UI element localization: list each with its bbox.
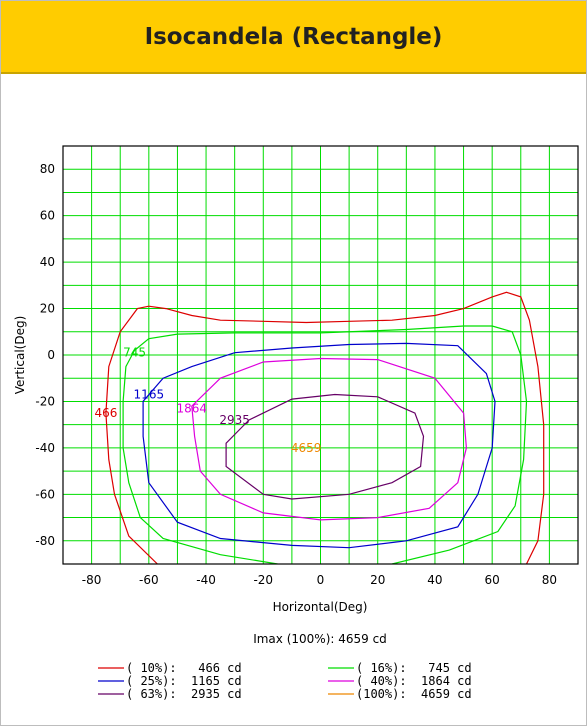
contour-label-466: 466 xyxy=(94,406,117,420)
y-tick-label: -40 xyxy=(35,441,55,455)
y-tick-label: 0 xyxy=(47,348,55,362)
contour-label-1165: 1165 xyxy=(134,387,165,401)
y-tick-label: 20 xyxy=(40,302,55,316)
grid xyxy=(63,146,578,564)
x-axis-label: Horizontal(Deg) xyxy=(273,600,368,614)
contour-line-466 xyxy=(105,291,545,564)
legend-entry: ( 10%): 466 cd xyxy=(126,661,242,675)
y-tick-label: 80 xyxy=(40,162,55,176)
x-tick-label: -20 xyxy=(253,573,273,587)
y-axis-label: Vertical(Deg) xyxy=(13,316,27,395)
legend-entry: (100%): 4659 cd xyxy=(356,687,472,701)
contour-curves xyxy=(105,291,545,564)
y-tick-label: -80 xyxy=(35,534,55,548)
contour-label-4659: 4659 xyxy=(291,441,322,455)
x-tick-label: 0 xyxy=(317,573,325,587)
chart-header: Isocandela (Rectangle) xyxy=(1,1,586,74)
contour-line-1864 xyxy=(191,357,468,521)
x-tick-label: 40 xyxy=(427,573,442,587)
y-tick-label: -60 xyxy=(35,487,55,501)
contour-label-745: 745 xyxy=(123,346,146,360)
contour-line-1165 xyxy=(142,342,496,549)
imax-readout: Imax (100%): 4659 cd xyxy=(253,632,387,646)
contour-line-745 xyxy=(122,325,528,564)
axis-ticks: -80 -60 -40 -20 0 20 40 60 80 80 60 40 20 0 -20 -40 -60 -… xyxy=(35,162,557,587)
contour-label-1864: 1864 xyxy=(176,401,207,415)
legend-entry: ( 16%): 745 cd xyxy=(356,661,472,675)
chart-title: Isocandela (Rectangle) xyxy=(144,23,443,50)
legend-entry: ( 40%): 1864 cd xyxy=(356,674,472,688)
x-tick-label: 20 xyxy=(370,573,385,587)
contour-label-2935: 2935 xyxy=(219,413,250,427)
y-tick-label: 40 xyxy=(40,255,55,269)
contour-labels: 466 745 1165 1864 2935 4659 xyxy=(94,346,321,455)
legend-entry: ( 63%): 2935 cd xyxy=(126,687,242,701)
legend-entry: ( 25%): 1165 cd xyxy=(126,674,242,688)
x-tick-label: 80 xyxy=(542,573,557,587)
x-tick-label: -60 xyxy=(139,573,159,587)
y-tick-label: -20 xyxy=(35,394,55,408)
x-tick-label: -40 xyxy=(196,573,216,587)
x-tick-label: 60 xyxy=(485,573,500,587)
contour-line-2935 xyxy=(225,393,425,500)
y-tick-label: 60 xyxy=(40,209,55,223)
x-tick-label: -80 xyxy=(82,573,102,587)
legend: ( 10%): 466 cd ( 16%): 745 cd ( 25%): 1165… xyxy=(98,661,472,701)
plot-frame xyxy=(62,145,579,565)
